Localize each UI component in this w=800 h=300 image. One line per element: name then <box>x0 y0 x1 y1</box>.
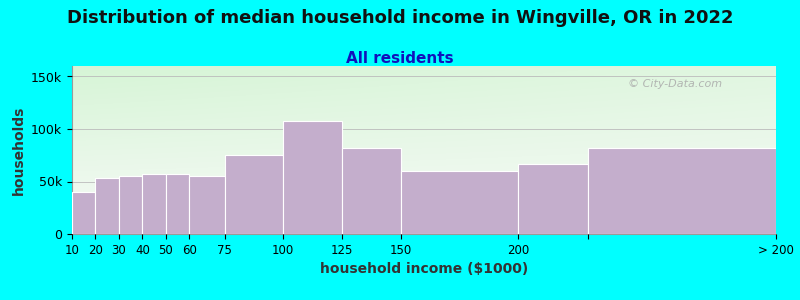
Text: Distribution of median household income in Wingville, OR in 2022: Distribution of median household income … <box>66 9 734 27</box>
Bar <box>401 171 518 234</box>
Bar <box>119 176 142 234</box>
Bar <box>588 148 776 234</box>
Bar <box>95 178 119 234</box>
Text: © City-Data.com: © City-Data.com <box>628 80 722 89</box>
Y-axis label: households: households <box>11 105 26 195</box>
Bar <box>190 176 225 234</box>
Text: All residents: All residents <box>346 51 454 66</box>
Bar <box>142 174 166 234</box>
Bar <box>166 174 190 234</box>
Bar <box>283 121 342 234</box>
Bar <box>72 192 95 234</box>
X-axis label: household income ($1000): household income ($1000) <box>320 262 528 276</box>
Bar <box>342 148 401 234</box>
Bar <box>518 164 588 234</box>
Bar <box>225 155 283 234</box>
